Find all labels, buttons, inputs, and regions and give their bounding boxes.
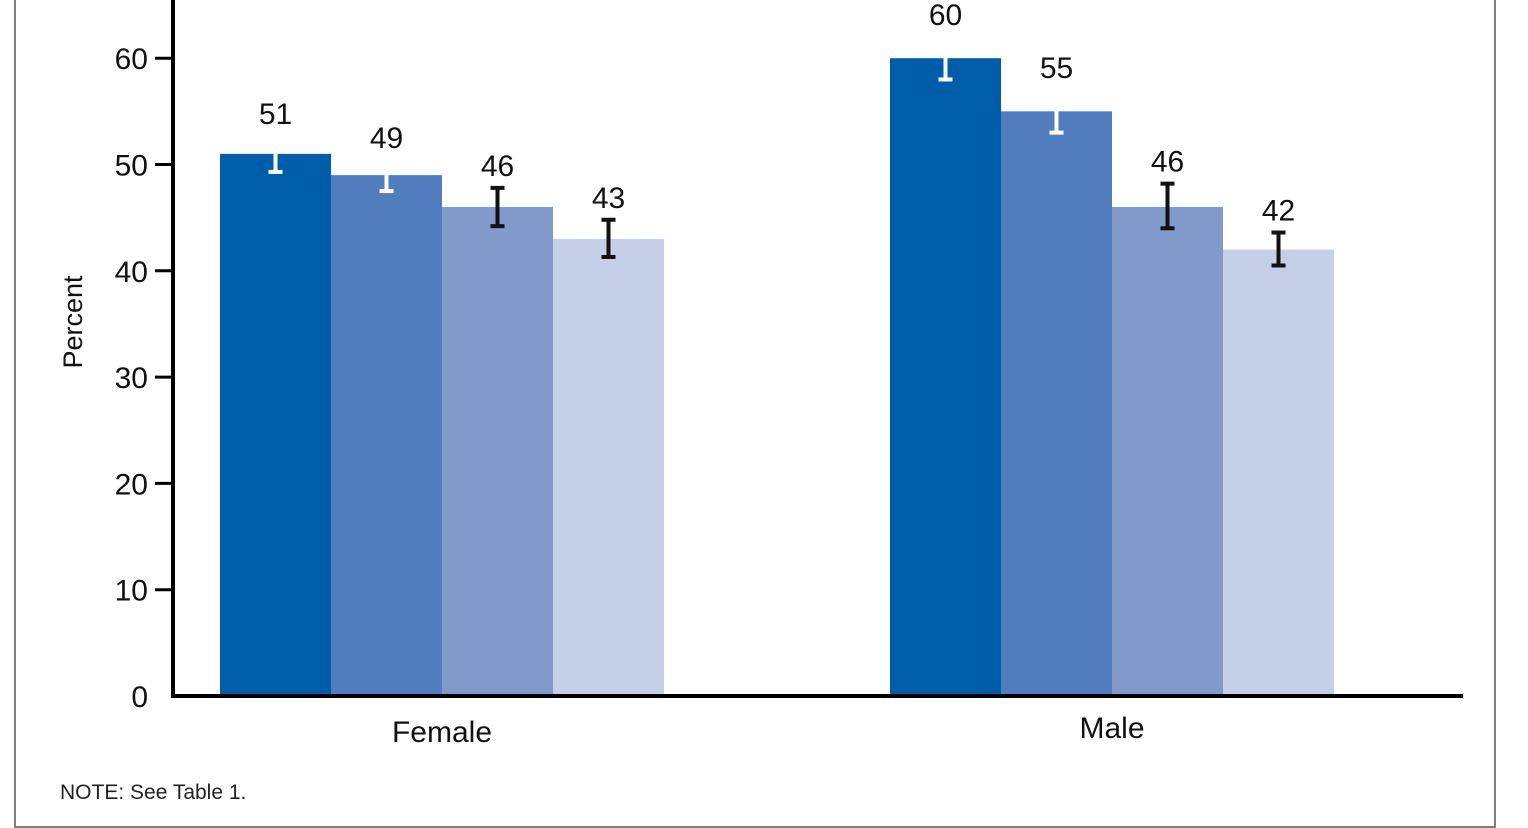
value-label-female-1: 51	[259, 98, 292, 131]
value-label-male-4: 42	[1262, 195, 1295, 228]
bar-female-2	[331, 175, 442, 696]
error-bar-female-4	[601, 217, 616, 259]
error-bar-male-1	[938, 34, 953, 82]
error-bar-female-3	[490, 185, 505, 229]
x-tick-label-male: Male	[1079, 712, 1144, 745]
value-label-female-3: 46	[481, 150, 514, 183]
bar-male-4	[1223, 249, 1334, 697]
bar-male-2	[1001, 111, 1112, 697]
y-axis-label: Percent	[58, 275, 88, 369]
value-label-male-3: 46	[1151, 146, 1184, 179]
error-bar-female-1	[268, 133, 283, 174]
error-bar-male-2	[1049, 88, 1064, 135]
bar-female-4	[553, 238, 664, 696]
y-tick-label-60: 60	[115, 43, 148, 76]
error-bar-male-3	[1160, 181, 1175, 231]
error-bar-male-4	[1271, 230, 1286, 268]
y-tick-label-30: 30	[115, 362, 148, 395]
value-labels-layer: 51 49 46 43 60 55 46 42	[259, 0, 1295, 228]
y-tick-label-10: 10	[115, 575, 148, 608]
axes-layer: Female Male 0 10 20 30 40 50 60	[115, 0, 1463, 749]
error-bar-female-2	[379, 158, 394, 194]
bar-female-1	[220, 153, 331, 696]
bar-male-1	[890, 58, 1001, 696]
y-tick-label-40: 40	[115, 256, 148, 289]
bar-chart: 51 49 46 43 60 55 46 42 Female Male 0 10 20 30 40 50 60…	[58, 0, 1463, 749]
x-tick-label-female: Female	[392, 716, 492, 749]
value-label-female-2: 49	[370, 122, 403, 155]
value-label-female-4: 43	[592, 182, 625, 215]
footnote: NOTE: See Table 1.	[60, 781, 247, 804]
bar-male-3	[1112, 207, 1223, 696]
value-label-male-1: 60	[929, 0, 962, 32]
y-tick-label-50: 50	[115, 150, 148, 183]
y-tick-label-0: 0	[131, 681, 148, 714]
bar-female-3	[442, 207, 553, 696]
error-bars-layer	[268, 34, 1286, 268]
bars-layer	[220, 58, 1334, 697]
value-label-male-2: 55	[1040, 52, 1073, 85]
y-tick-label-20: 20	[115, 468, 148, 501]
